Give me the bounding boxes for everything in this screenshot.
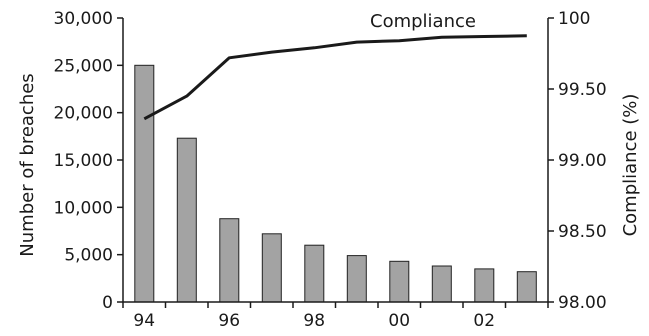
bar-00 bbox=[389, 260, 410, 303]
x-tick-label-94: 94 bbox=[133, 311, 155, 331]
x-tick-label-02: 02 bbox=[473, 311, 495, 331]
bars-group bbox=[134, 64, 537, 303]
y-right-tick-label: 100 bbox=[558, 9, 590, 29]
y-left-tick-label: 0 bbox=[102, 293, 113, 313]
line-group bbox=[143, 34, 527, 121]
y-left-tick-label: 5,000 bbox=[64, 246, 113, 266]
bar-02 bbox=[474, 268, 495, 303]
axes-group: 0 5,000 10,000 15,000 20,000 25,000 30,000 98.0… bbox=[54, 9, 607, 331]
x-tick-label-98: 98 bbox=[303, 311, 325, 331]
y-axis-right-title: Compliance (%) bbox=[620, 94, 641, 237]
y-axis-left-title: Number of breaches bbox=[17, 73, 38, 256]
bar-96 bbox=[219, 218, 240, 303]
y-right-tick-label: 98.50 bbox=[558, 222, 607, 242]
bar-98 bbox=[304, 244, 325, 303]
x-tick-label-96: 96 bbox=[218, 311, 240, 331]
y-right-tick-label: 99.50 bbox=[558, 80, 607, 100]
compliance-series-label: Compliance bbox=[370, 11, 476, 32]
y-left-tick-label: 25,000 bbox=[54, 56, 113, 76]
y-left-tick-label: 15,000 bbox=[54, 151, 113, 171]
x-tick-label-00: 00 bbox=[388, 311, 410, 331]
y-right-tick-label: 98.00 bbox=[558, 293, 607, 313]
bar-94 bbox=[134, 64, 155, 303]
y-left-tick-label: 30,000 bbox=[54, 9, 113, 29]
bar-99 bbox=[346, 255, 367, 303]
compliance-line bbox=[143, 34, 527, 121]
bar-01 bbox=[431, 265, 452, 303]
bar-97 bbox=[261, 233, 282, 303]
bar-03 bbox=[516, 271, 537, 303]
y-right-tick-label: 99.00 bbox=[558, 151, 607, 171]
y-left-tick-label: 20,000 bbox=[54, 104, 113, 124]
y-left-tick-label: 10,000 bbox=[54, 198, 113, 218]
bar-95 bbox=[176, 137, 197, 303]
